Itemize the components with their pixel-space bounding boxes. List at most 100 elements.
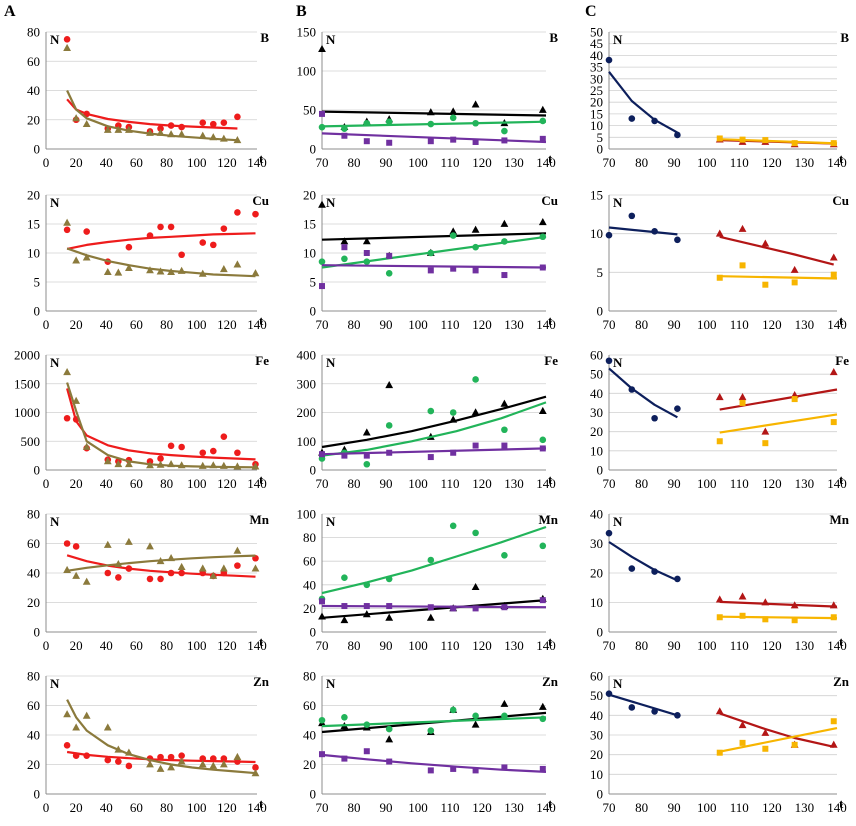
data-point-olive	[251, 269, 260, 277]
data-point-gold	[830, 419, 837, 426]
series-olive	[63, 43, 242, 144]
panel-c-cu: 0 5 10 15 70 80 90 100 110 120 130 140 Nt Cu	[590, 188, 849, 333]
data-point-purple	[386, 139, 393, 146]
data-point-gold	[762, 137, 769, 144]
y-tick-label: 10	[590, 443, 603, 458]
data-point-darkred	[715, 707, 724, 715]
y-tick-label: 60	[27, 54, 40, 69]
series-green	[318, 114, 547, 135]
trend-line-purple	[321, 753, 547, 773]
data-point-gold	[791, 396, 798, 403]
panel-c-fe: 0 10 20 30 40 50 60 70 80 90 100 110 120 130 140 Nt Fe	[590, 348, 849, 492]
element-label: B	[840, 30, 849, 45]
series-purple	[319, 748, 547, 774]
trend-line-olive	[66, 699, 256, 775]
y-tick-label: 100	[297, 64, 317, 79]
x-tick-label: 140	[536, 800, 556, 815]
data-point-gold	[791, 741, 798, 748]
panel-b-b: 0 50 100 150 70 80 90 100 110 120 130 140 Nt B	[297, 25, 559, 171]
element-label: B	[260, 30, 269, 45]
y-tick-label: 40	[27, 728, 40, 743]
y-tick-label: 10	[590, 226, 603, 241]
data-point-purple	[427, 767, 434, 774]
x-tick-label: 40	[100, 476, 113, 491]
series-gold	[716, 135, 838, 147]
data-point-red	[63, 540, 71, 547]
y-tick-label: 30	[590, 536, 603, 551]
column-letter-c: C	[585, 3, 597, 20]
x-tick-label: 20	[70, 638, 83, 653]
x-tick-label: 130	[795, 638, 815, 653]
y-tick-label: 0	[310, 142, 317, 157]
trend-line-darkred	[719, 388, 838, 411]
data-point-green	[427, 120, 435, 128]
y-tick-label: 40	[303, 577, 316, 592]
x-tick-label: 120	[762, 476, 782, 491]
data-point-purple	[450, 136, 457, 143]
y-tick-label: 1500	[14, 376, 40, 391]
x-tick-label: 140	[536, 317, 556, 332]
x-tick-label: 100	[697, 317, 717, 332]
y-tick-label: 20	[303, 601, 316, 616]
x-tick-label: 70	[603, 800, 616, 815]
y-tick-label: 5	[597, 265, 604, 280]
data-point-olive	[124, 460, 133, 468]
x-axis-label: t	[548, 634, 553, 649]
data-point-green	[539, 117, 547, 125]
data-point-purple	[319, 751, 325, 758]
data-point-olive	[72, 571, 81, 579]
y-tick-label: 20	[590, 424, 603, 439]
x-tick-label: 110	[730, 476, 749, 491]
data-point-green	[363, 581, 371, 589]
x-tick-label: 80	[635, 155, 648, 170]
data-point-gold	[739, 136, 746, 143]
data-point-black	[340, 237, 349, 245]
data-point-olive	[167, 554, 175, 562]
x-tick-label: 100	[187, 155, 207, 170]
y-tick-label: 20	[27, 188, 40, 203]
data-point-navy	[651, 117, 658, 125]
x-tick-label: 100	[697, 638, 717, 653]
data-point-purple	[501, 764, 508, 771]
data-point-gold	[791, 617, 798, 624]
data-point-red	[199, 239, 207, 246]
x-tick-label: 130	[504, 638, 524, 653]
x-tick-label: 100	[187, 476, 207, 491]
x-tick-label: 120	[472, 476, 492, 491]
data-point-olive	[198, 131, 207, 139]
data-point-red	[199, 755, 207, 762]
data-point-purple	[472, 442, 479, 449]
data-point-green	[539, 233, 547, 241]
data-point-olive	[63, 368, 71, 376]
panel-b-cu: 0 5 10 15 20 70 80 90 100 110 120 130 140 Nt Cu	[303, 188, 558, 333]
x-tick-label: 120	[217, 476, 237, 491]
x-tick-label: 80	[348, 155, 361, 170]
data-point-purple	[341, 132, 348, 139]
data-point-olive	[156, 557, 165, 565]
element-label: Zn	[253, 674, 270, 689]
data-point-olive	[233, 260, 242, 268]
data-point-green	[472, 376, 479, 383]
data-point-gold	[830, 140, 837, 147]
data-point-purple	[450, 449, 457, 456]
data-point-olive	[167, 763, 175, 771]
data-point-red	[125, 762, 133, 770]
data-point-red	[178, 569, 185, 577]
data-point-gold	[830, 271, 837, 278]
data-point-red	[157, 455, 164, 462]
data-point-navy	[628, 565, 636, 572]
series-black	[318, 582, 547, 624]
x-tick-label: 20	[70, 155, 83, 170]
data-point-red	[178, 752, 185, 759]
data-point-black	[385, 613, 394, 621]
data-point-gold	[716, 135, 723, 142]
y-axis-label: N	[613, 195, 623, 210]
data-point-olive	[124, 263, 133, 271]
data-point-gold	[791, 279, 798, 286]
y-tick-label: 80	[27, 507, 40, 522]
trend-line-red	[66, 232, 256, 250]
data-point-purple	[386, 252, 393, 259]
x-tick-label: 130	[795, 800, 815, 815]
trend-line-darkred	[719, 235, 834, 266]
data-point-green	[427, 407, 435, 415]
